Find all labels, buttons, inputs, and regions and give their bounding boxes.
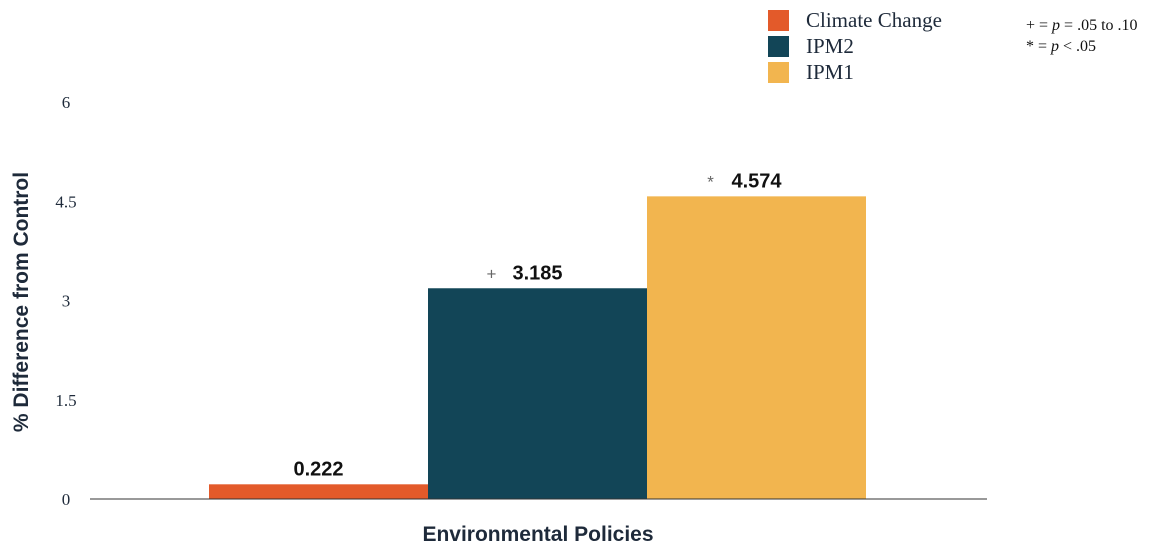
bar-ipm2: [428, 288, 647, 499]
significance-note: + = p = .05 to .10 * = p < .05: [1026, 17, 1138, 55]
y-axis-title: % Difference from Control: [10, 172, 33, 432]
significance-marker: *: [707, 172, 714, 191]
data-labels: 0.222 + 3.185 * 4.574: [293, 170, 782, 480]
significance-note-plus: + = p = .05 to .10: [1026, 17, 1138, 34]
significance-marker: +: [487, 264, 497, 283]
legend-swatch: [768, 62, 789, 83]
y-axis-ticks: 0 1.5 3 4.5 6: [55, 93, 76, 509]
significance-note-star: * = p < .05: [1026, 38, 1096, 55]
data-label: 0.222: [293, 458, 343, 480]
legend-swatch: [768, 36, 789, 57]
y-tick-label: 3: [62, 292, 71, 311]
y-tick-label: 0: [62, 490, 71, 509]
data-label: 3.185: [512, 262, 562, 284]
y-tick-label: 4.5: [55, 192, 76, 211]
legend-label: Climate Change: [806, 8, 942, 32]
bar-climate-change: [209, 484, 428, 499]
y-tick-label: 1.5: [55, 391, 76, 410]
legend-label: IPM2: [806, 34, 854, 58]
legend-swatch: [768, 10, 789, 31]
x-axis-title: Environmental Policies: [422, 523, 653, 544]
bar-ipm1: [647, 196, 866, 499]
y-tick-label: 6: [62, 93, 71, 112]
data-label: 4.574: [731, 170, 782, 192]
bars: [209, 196, 866, 499]
legend-label: IPM1: [806, 60, 854, 84]
